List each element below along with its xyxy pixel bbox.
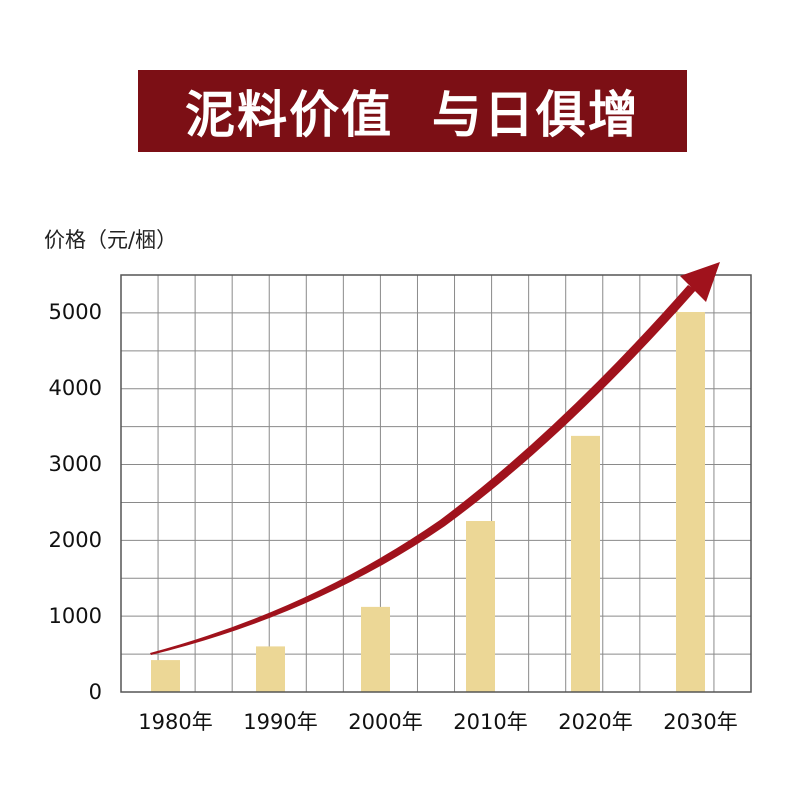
x-tick-label: 1990年 bbox=[243, 710, 317, 734]
y-tick-label: 1000 bbox=[49, 604, 102, 628]
y-tick-label: 0 bbox=[89, 680, 102, 704]
x-tick-label: 2000年 bbox=[348, 710, 422, 734]
y-tick-label: 2000 bbox=[49, 528, 102, 552]
x-tick-label: 2020年 bbox=[558, 710, 632, 734]
x-tick-label: 2030年 bbox=[663, 710, 737, 734]
plot-border bbox=[120, 274, 752, 693]
x-tick-label: 2010年 bbox=[453, 710, 527, 734]
bar bbox=[361, 606, 390, 692]
bar bbox=[466, 521, 495, 692]
y-axis-label: 价格（元/梱） bbox=[44, 228, 178, 252]
trend-arrow bbox=[150, 262, 720, 655]
trend-arrow-head bbox=[680, 262, 720, 302]
y-tick-label: 4000 bbox=[49, 376, 102, 400]
bars bbox=[151, 312, 705, 692]
bar bbox=[151, 660, 180, 692]
bar bbox=[256, 646, 285, 692]
y-tick-label: 5000 bbox=[49, 300, 102, 324]
x-tick-labels: 1980年 1990年 2000年 2010年 2020年 2030年 bbox=[138, 710, 737, 734]
grid bbox=[121, 275, 751, 692]
y-tick-labels: 0 1000 2000 3000 4000 5000 bbox=[49, 300, 102, 704]
x-tick-label: 1980年 bbox=[138, 710, 212, 734]
bar bbox=[571, 435, 600, 692]
y-tick-label: 3000 bbox=[49, 452, 102, 476]
chart-title: 泥料价值 与日俱增 bbox=[138, 70, 687, 152]
plot-frame bbox=[120, 274, 752, 693]
bar bbox=[676, 312, 705, 692]
